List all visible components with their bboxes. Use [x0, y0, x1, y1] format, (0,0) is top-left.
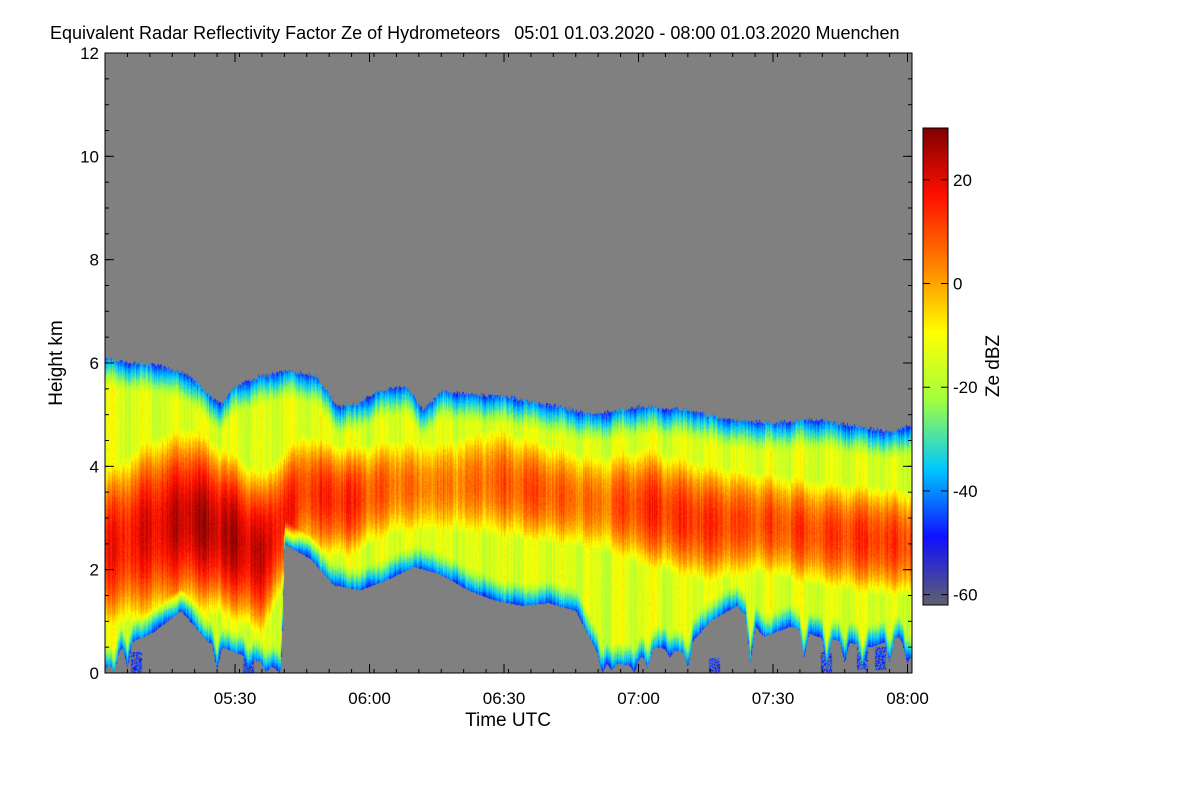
- reflectivity-heatmap: [105, 53, 912, 673]
- x-tick-label: 07:00: [617, 689, 660, 708]
- y-tick-label: 4: [90, 457, 99, 476]
- colorbar-tick-label: -40: [953, 482, 978, 501]
- y-axis-label: Height km: [46, 320, 67, 406]
- x-tick-label: 07:30: [752, 689, 795, 708]
- x-tick-label: 08:00: [886, 689, 929, 708]
- y-tick-label: 2: [90, 561, 99, 580]
- colorbar: 20 0 -20 -40 -60 Ze dBZ: [922, 127, 1004, 606]
- chart-title: Equivalent Radar Reflectivity Factor Ze …: [50, 23, 900, 43]
- title-location: Muenchen: [815, 23, 899, 43]
- x-tick-label: 05:30: [214, 689, 257, 708]
- colorbar-tick-label: -60: [953, 586, 978, 605]
- colorbar-tick-label: 0: [953, 275, 962, 294]
- y-tick-label: 12: [80, 44, 99, 63]
- plot-area: [104, 52, 913, 674]
- x-axis-label: Time UTC: [465, 710, 551, 731]
- colorbar-gradient: [922, 127, 949, 606]
- y-tick-label: 6: [90, 354, 99, 373]
- y-axis: 0 2 4 6 8 10 12: [80, 44, 912, 683]
- colorbar-ticks: 20 0 -20 -40 -60: [923, 171, 978, 605]
- x-axis: 05:30 06:00 06:30 07:00 07:30 08:00: [104, 53, 929, 708]
- title-main: Equivalent Radar Reflectivity Factor Ze …: [50, 23, 500, 43]
- y-tick-label: 8: [90, 251, 99, 270]
- x-tick-label: 06:30: [483, 689, 526, 708]
- colorbar-label: Ze dBZ: [983, 334, 1004, 397]
- x-tick-label: 06:00: [348, 689, 391, 708]
- y-tick-label: 10: [80, 147, 99, 166]
- colorbar-tick-label: 20: [953, 171, 972, 190]
- y-tick-label: 0: [90, 664, 99, 683]
- colorbar-tick-label: -20: [953, 378, 978, 397]
- title-time-range: 05:01 01.03.2020 - 08:00 01.03.2020: [514, 23, 810, 43]
